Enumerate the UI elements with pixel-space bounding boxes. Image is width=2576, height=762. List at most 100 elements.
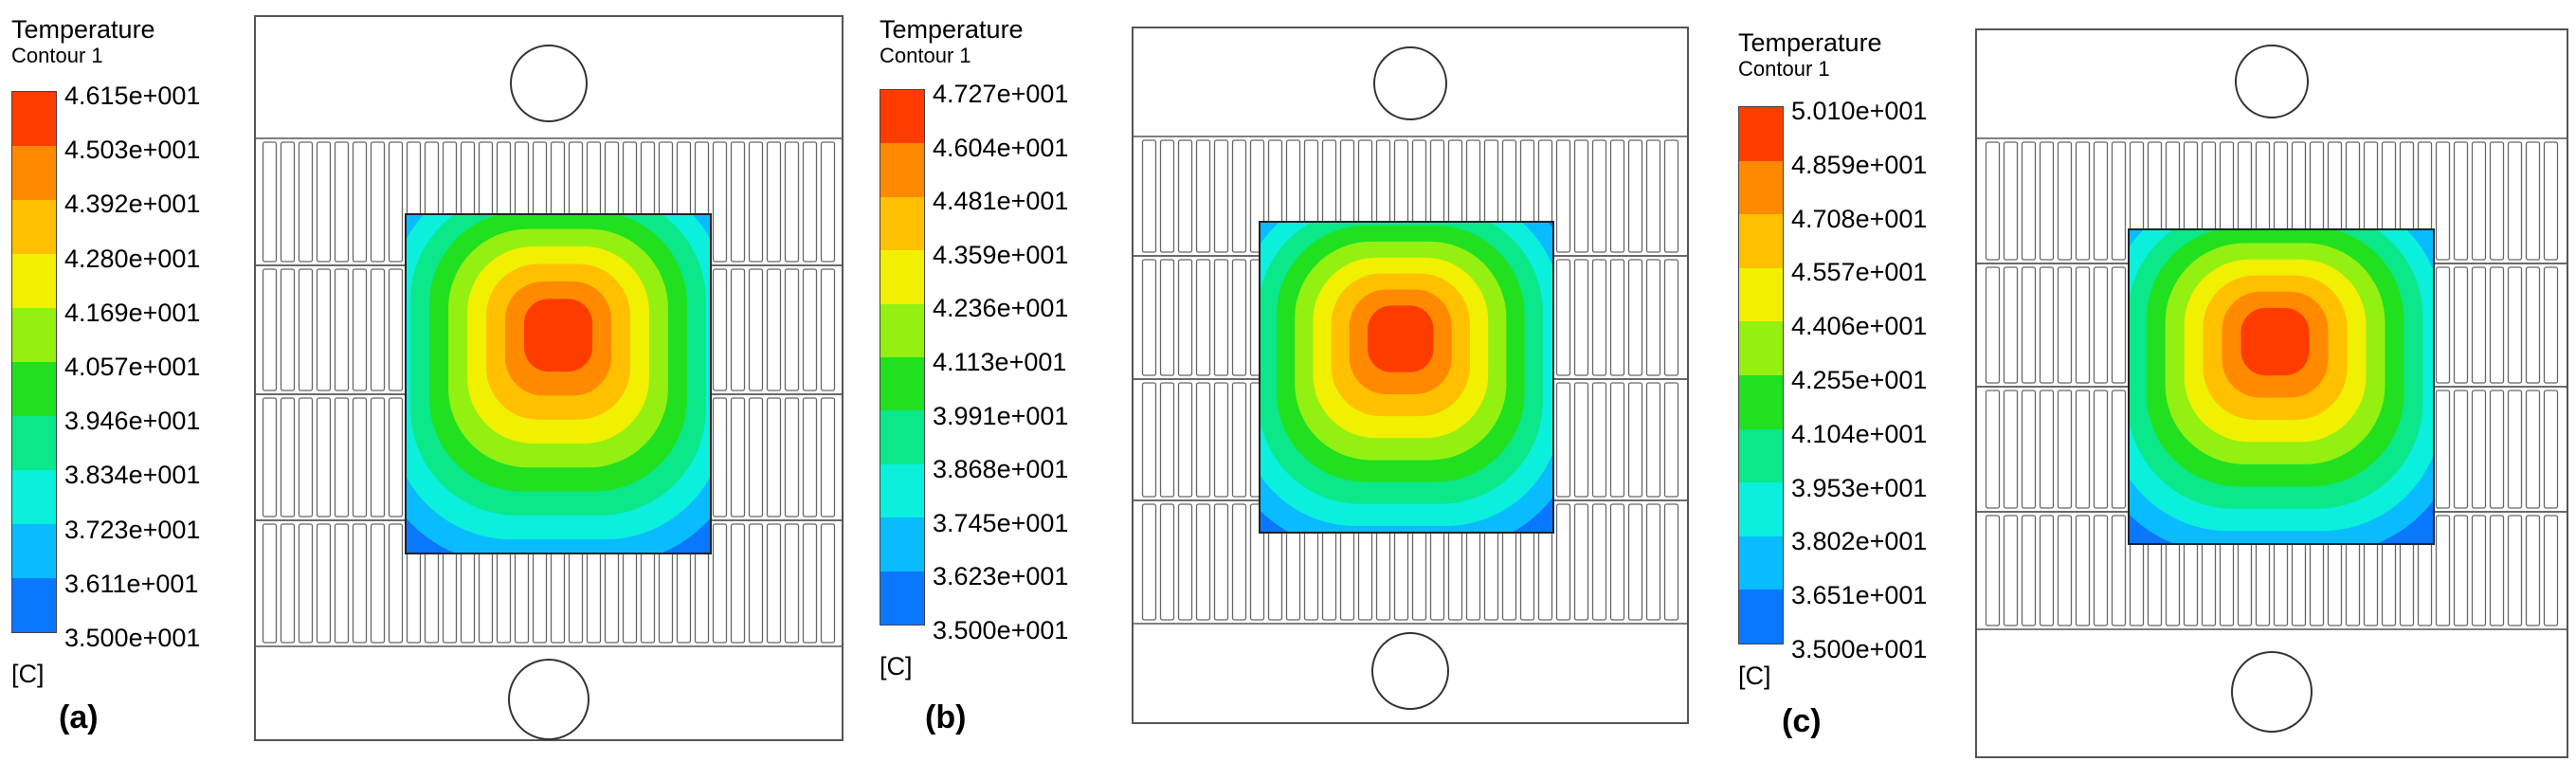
channel-fin — [2435, 141, 2451, 261]
channel-fin — [2525, 141, 2541, 261]
channel-fin — [1555, 503, 1571, 621]
legend-tick-label: 4.169e+001 — [64, 298, 201, 327]
channel-fin — [2093, 390, 2109, 509]
channel-fin — [352, 397, 368, 517]
channel-fin — [1195, 382, 1211, 498]
legend-color-step — [12, 92, 56, 146]
channel-fin — [2507, 266, 2523, 384]
channel-fin — [730, 268, 746, 391]
channel-fin — [2111, 515, 2127, 626]
channel-fin — [316, 523, 332, 644]
channel-fin — [2507, 390, 2523, 509]
top-mounting-hole — [1373, 46, 1447, 120]
channel-fin — [820, 397, 836, 517]
legend-tick-label: 4.359e+001 — [933, 240, 1069, 269]
channel-fin — [820, 268, 836, 391]
legend-color-step — [1739, 214, 1783, 268]
channel-fin — [1627, 382, 1643, 498]
channel-fin — [1591, 503, 1607, 621]
legend-color-step — [880, 571, 924, 625]
channel-fin — [2435, 390, 2451, 509]
channel-fin — [2075, 141, 2091, 261]
channel-fin — [1591, 139, 1607, 253]
top-mounting-hole — [2235, 45, 2309, 118]
legend-tick-label: 4.280e+001 — [64, 244, 201, 273]
channel-fin — [1985, 390, 2001, 509]
legend-tick-label: 3.651e+001 — [1791, 581, 1928, 610]
legend-tick-label: 4.113e+001 — [933, 348, 1067, 376]
channel-fin — [2525, 390, 2541, 509]
channel-fin — [766, 523, 782, 644]
legend-color-step — [1739, 482, 1783, 536]
channel-fin — [730, 397, 746, 517]
heated-block-outline — [2128, 228, 2435, 545]
channel-fin — [730, 523, 746, 644]
channel-fin — [2003, 390, 2019, 509]
legend-color-step — [880, 356, 924, 411]
channel-fin — [712, 141, 728, 263]
legend-color-step — [12, 254, 56, 308]
channel-fin — [766, 268, 782, 391]
channel-fin — [370, 397, 386, 517]
legend-color-step — [880, 463, 924, 518]
channel-fin — [2039, 515, 2055, 626]
legend-color-step — [12, 362, 56, 416]
channel-fin — [280, 141, 296, 263]
channel-fin — [712, 268, 728, 391]
legend-tick-label: 4.057e+001 — [64, 353, 201, 381]
legend-tick-label: 4.708e+001 — [1791, 204, 1928, 233]
channel-fin — [2021, 141, 2037, 261]
channel-fin — [262, 268, 278, 391]
contour-band — [1368, 305, 1434, 372]
panel-label: (a) — [59, 699, 99, 735]
channel-fin — [2507, 515, 2523, 626]
channel-fin — [1663, 382, 1679, 498]
heated-block-outline — [405, 213, 712, 554]
channel-fin — [748, 397, 764, 517]
channel-fin — [1141, 382, 1157, 498]
legend-tick-label: 4.727e+001 — [933, 80, 1069, 108]
legend-color-step — [12, 146, 56, 200]
channel-fin — [2435, 515, 2451, 626]
legend-subtitle: Contour 1 — [880, 44, 971, 67]
channel-row — [254, 137, 844, 266]
channel-fin — [370, 523, 386, 644]
channel-fin — [802, 397, 818, 517]
channel-fin — [2453, 141, 2469, 261]
channel-fin — [334, 268, 350, 391]
channel-fin — [2489, 515, 2505, 626]
channel-fin — [1663, 139, 1679, 253]
channel-fin — [1591, 382, 1607, 498]
contour-band — [523, 299, 593, 372]
legend-tick-label: 3.953e+001 — [1791, 473, 1928, 502]
channel-fin — [1213, 382, 1229, 498]
channel-fin — [334, 141, 350, 263]
legend-color-bar — [11, 91, 57, 633]
channel-fin — [334, 523, 350, 644]
channel-fin — [2075, 390, 2091, 509]
channel-fin — [1627, 139, 1643, 253]
channel-fin — [784, 397, 800, 517]
channel-fin — [1645, 259, 1661, 376]
channel-fin — [1159, 259, 1175, 376]
channel-fin — [1231, 382, 1247, 498]
channel-fin — [370, 268, 386, 391]
channel-fin — [748, 268, 764, 391]
legend-color-step — [12, 578, 56, 632]
cold-plate-geometry — [254, 15, 844, 741]
channel-fin — [2093, 141, 2109, 261]
legend-color-step — [1739, 428, 1783, 483]
channel-fin — [2111, 266, 2127, 384]
channel-fin — [2111, 141, 2127, 261]
legend-color-step — [880, 196, 924, 251]
channel-fin — [352, 141, 368, 263]
channel-fin — [1609, 139, 1625, 253]
legend-color-step — [12, 416, 56, 470]
channel-fin — [262, 397, 278, 517]
channel-fin — [2021, 266, 2037, 384]
channel-fin — [2057, 390, 2073, 509]
channel-fin — [352, 268, 368, 391]
channel-fin — [352, 523, 368, 644]
legend-tick-label: 4.615e+001 — [64, 82, 201, 110]
channel-fin — [1555, 139, 1571, 253]
